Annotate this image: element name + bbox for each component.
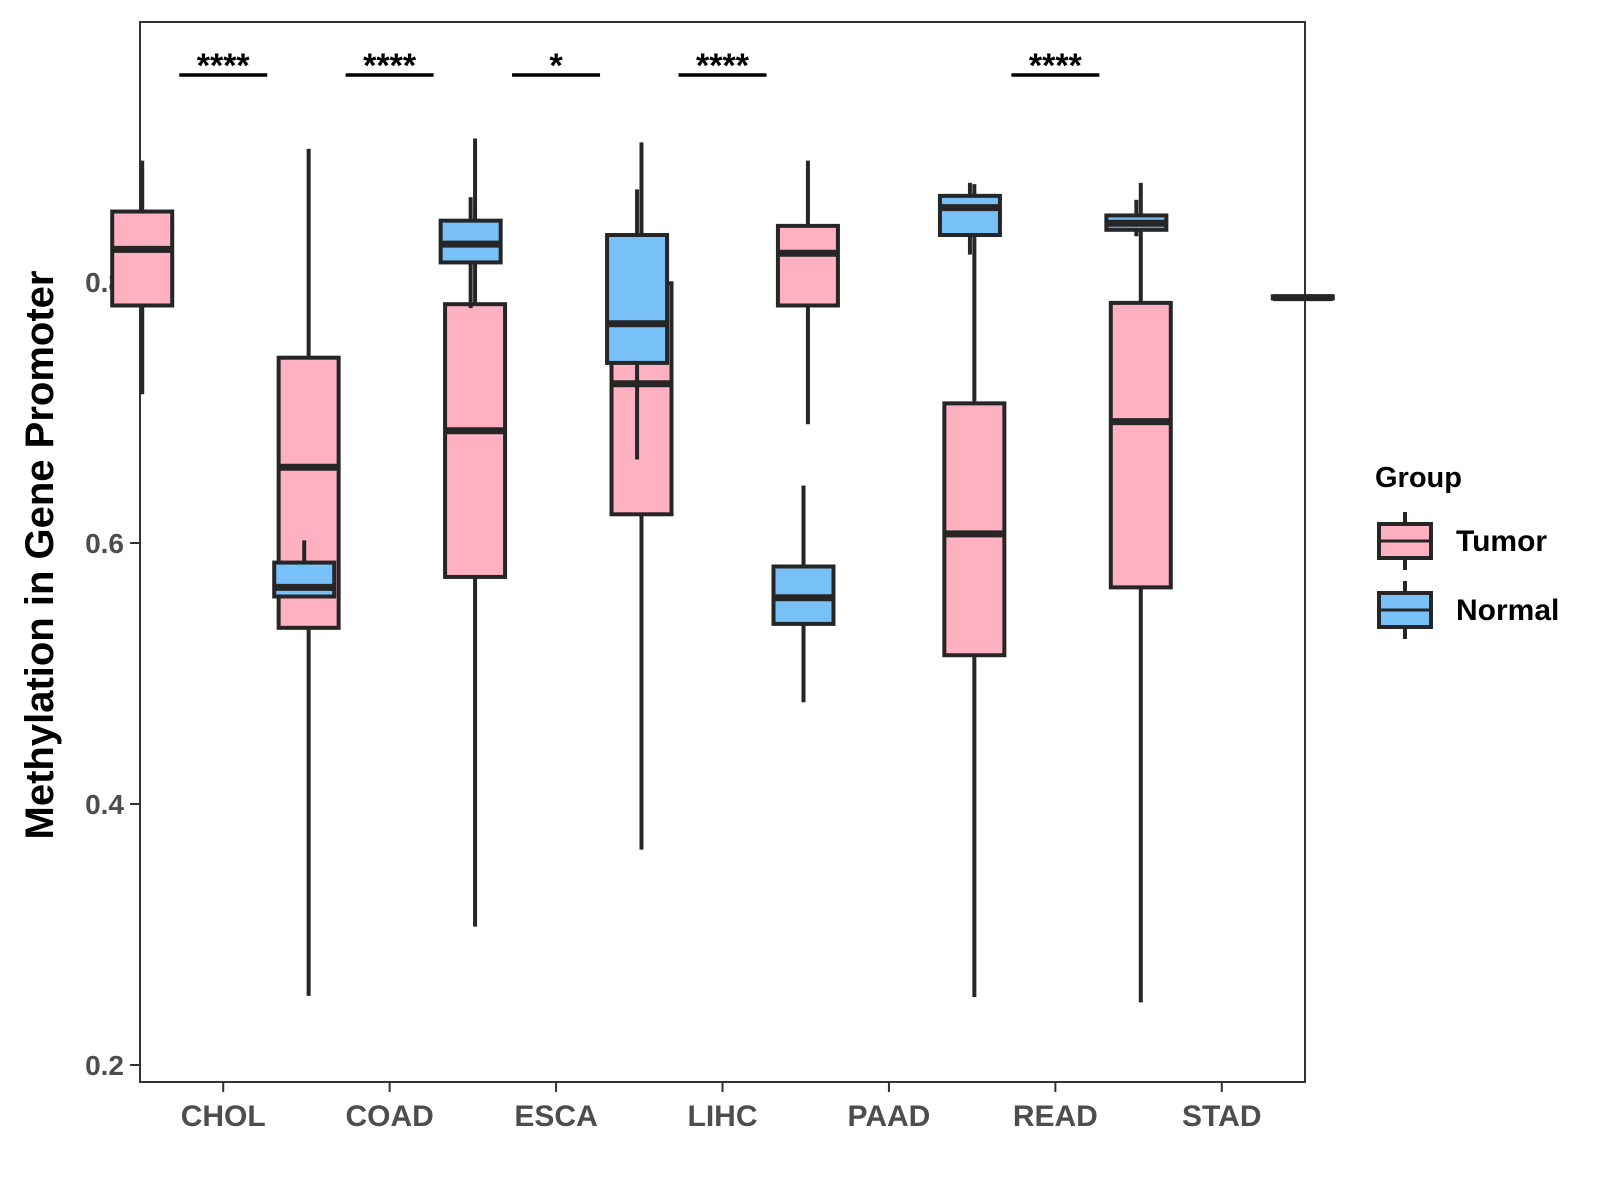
legend: Group Tumor Normal	[1375, 462, 1559, 639]
box-tumor-paad	[775, 160, 840, 425]
box-normal-lihc	[771, 485, 836, 703]
box-tumor-read	[942, 184, 1007, 998]
x-tick-label-paad: PAAD	[848, 1100, 931, 1133]
box-body	[942, 401, 1007, 658]
legend-title: Group	[1375, 462, 1462, 494]
box-tumor-chol	[110, 160, 175, 395]
box-normal-chol	[272, 540, 337, 599]
box-body	[1108, 300, 1173, 590]
significance-label: ****	[363, 47, 417, 85]
box-group	[110, 138, 1335, 1003]
legend-label-normal: Normal	[1456, 594, 1559, 627]
x-tick-label-read: READ	[1013, 1100, 1098, 1133]
x-tick-label-chol: CHOL	[181, 1100, 266, 1133]
box-body	[937, 193, 1002, 238]
x-tick-label-coad: COAD	[345, 1100, 433, 1133]
box-normal-esca	[605, 189, 670, 460]
box-body	[605, 233, 670, 365]
significance-label: ****	[197, 47, 251, 85]
legend-item-tumor: Tumor	[1377, 512, 1547, 570]
box-body	[110, 209, 175, 308]
y-tick-label: 0.6	[85, 528, 124, 559]
box-normal-coad	[438, 197, 503, 309]
box-tumor-stad	[1108, 182, 1173, 1003]
y-axis-title: Methylation in Gene Promoter	[18, 271, 62, 840]
legend-item-normal: Normal	[1377, 581, 1559, 639]
box-normal-read	[1104, 199, 1169, 237]
significance-label: ****	[1029, 47, 1083, 85]
y-tick-label: 0.2	[85, 1050, 124, 1081]
significance-label: ****	[696, 47, 750, 85]
x-tick-label-stad: STAD	[1182, 1100, 1261, 1133]
legend-label-tumor: Tumor	[1456, 525, 1547, 558]
significance-label: *	[549, 47, 563, 85]
box-body	[775, 223, 840, 308]
x-tick-label-esca: ESCA	[514, 1100, 597, 1133]
x-axis: CHOL COAD ESCA LIHC PAAD READ STAD	[181, 1082, 1262, 1133]
box-normal-stad	[1270, 294, 1335, 302]
box-normal-paad	[937, 182, 1002, 255]
box-body	[443, 302, 508, 579]
significance-group: **** **** * **** ****	[179, 47, 1100, 85]
x-tick-label-lihc: LIHC	[688, 1100, 758, 1133]
y-tick-label: 0.4	[85, 789, 124, 820]
box-body	[272, 560, 337, 599]
y-axis: 0.20.40.60.8	[85, 267, 140, 1081]
